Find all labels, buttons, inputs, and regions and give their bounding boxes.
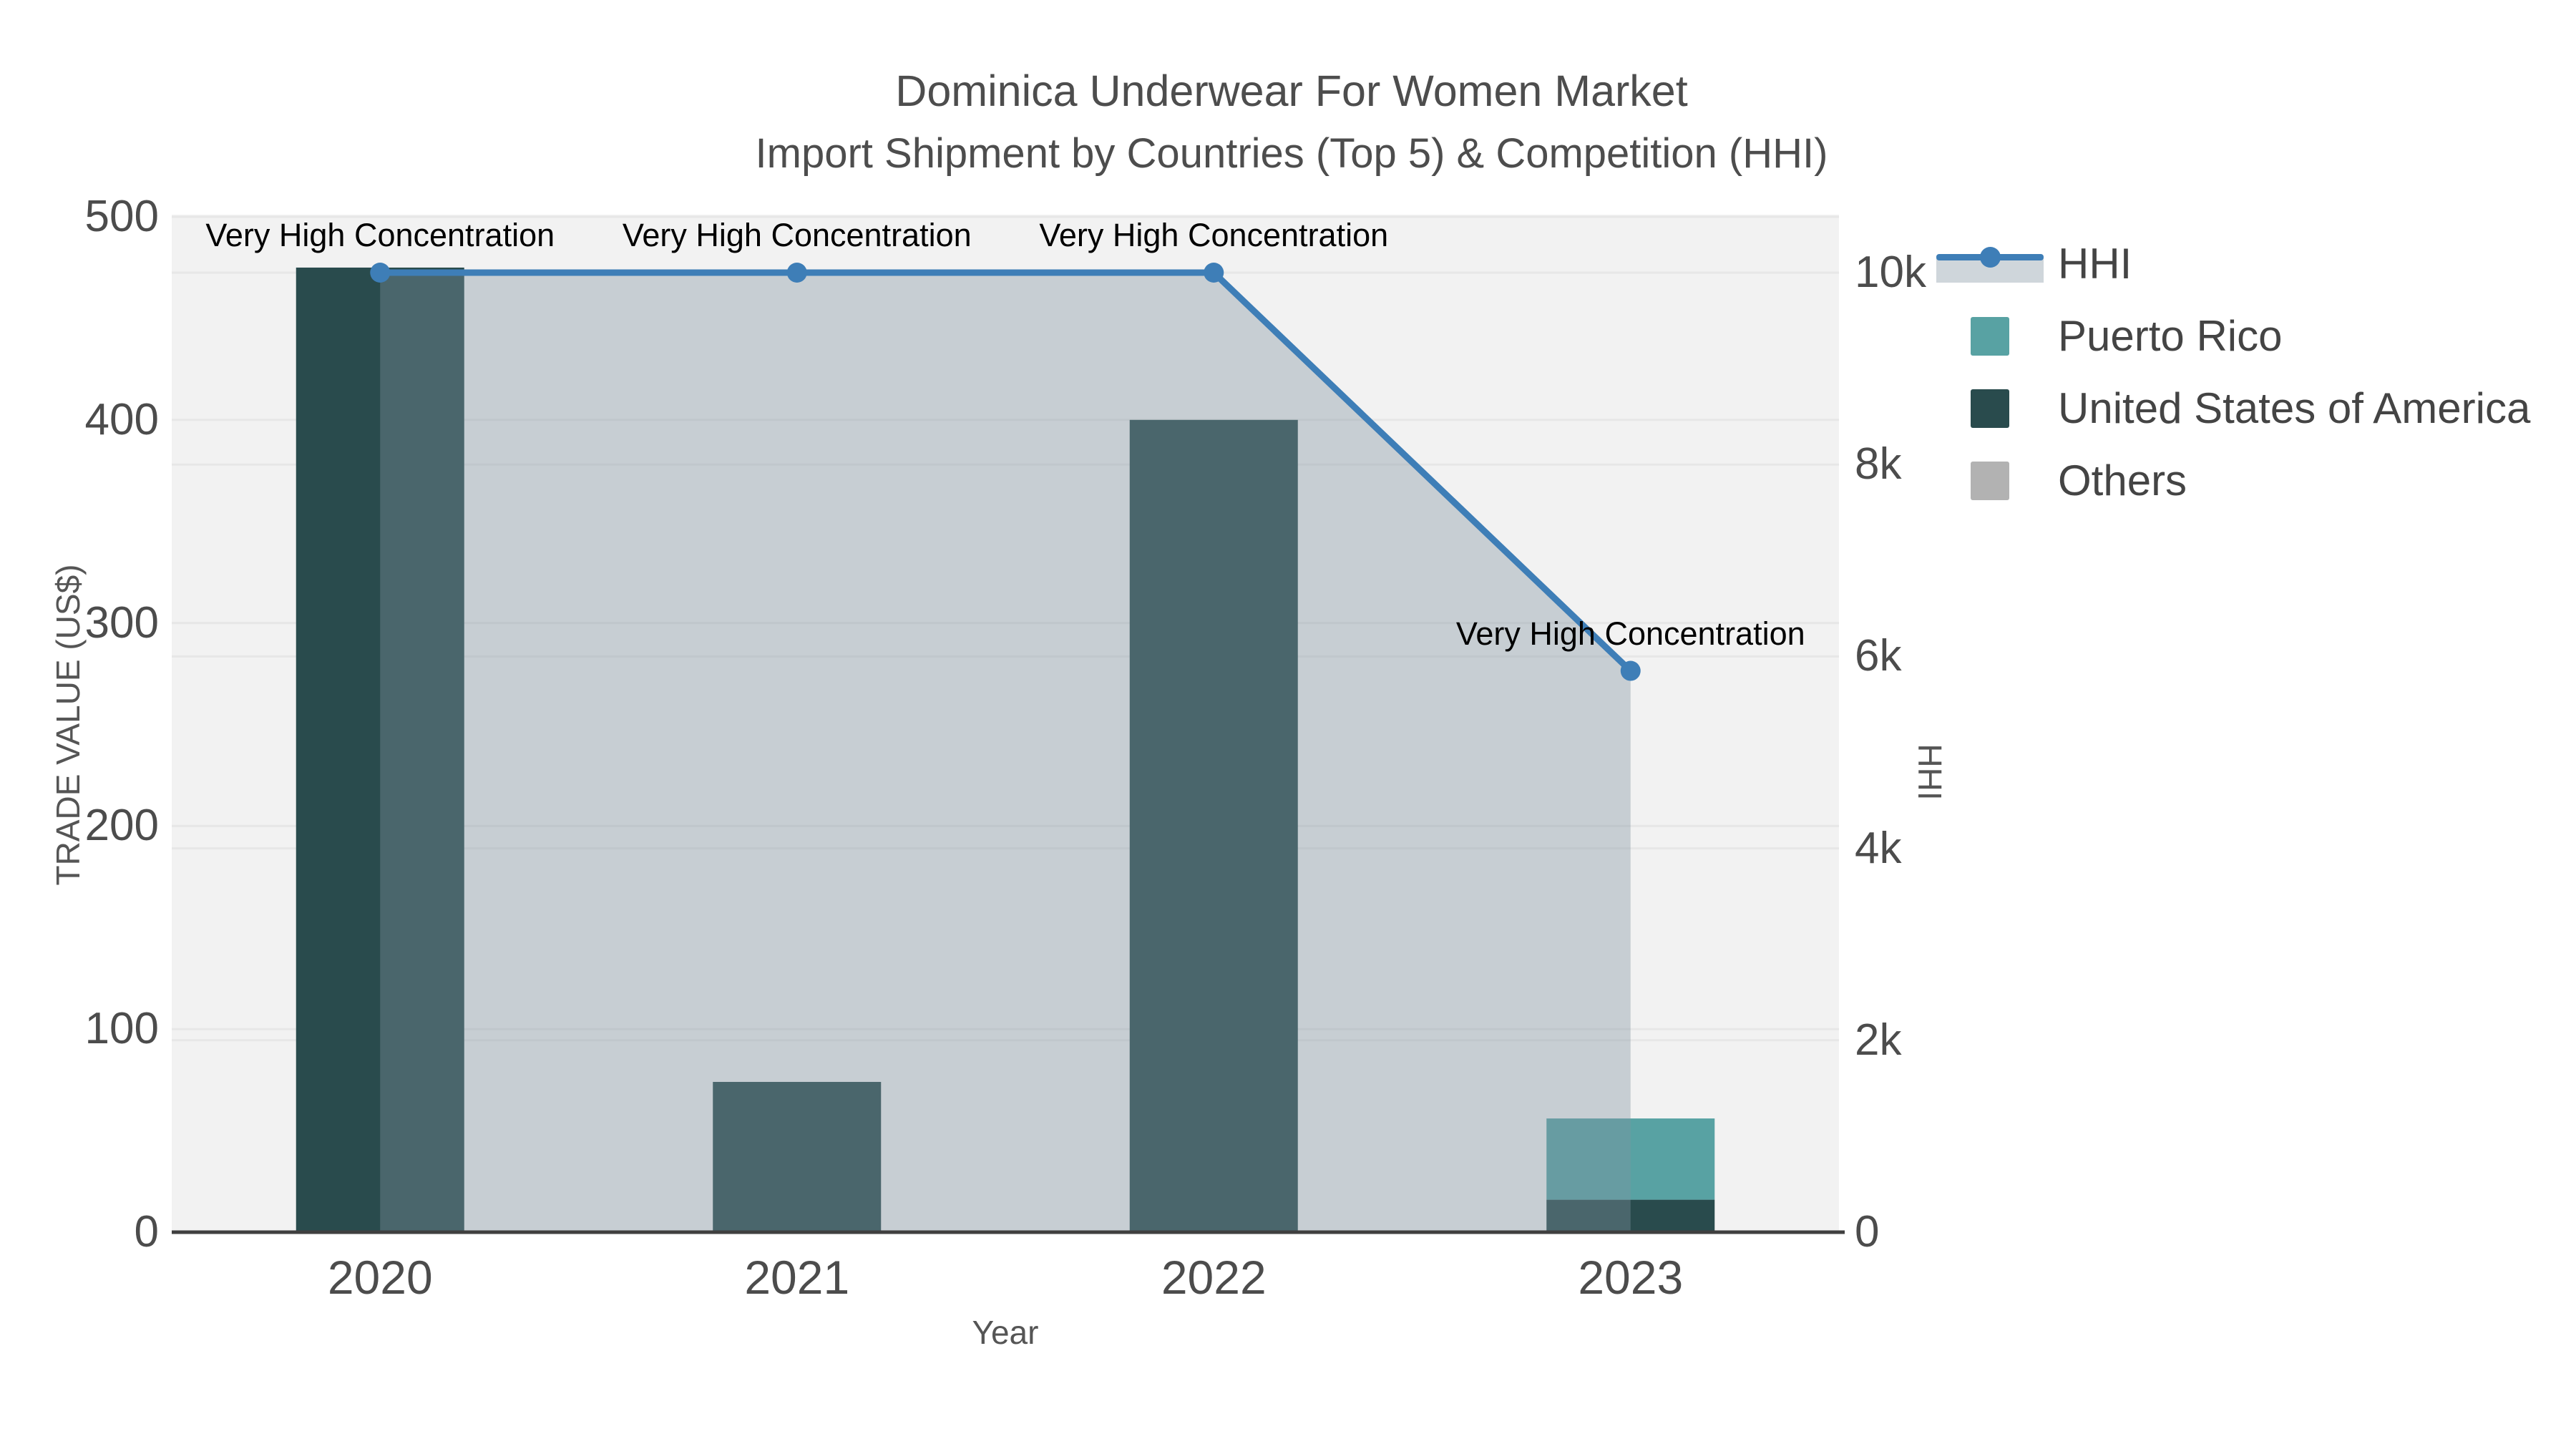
annotation-2022: Very High Concentration	[1039, 217, 1389, 253]
puerto-rico-color-swatch	[1971, 316, 2009, 356]
annotation-2021: Very High Concentration	[622, 217, 972, 253]
hhi-swatch-icon	[1936, 241, 2044, 287]
y-left-tick-300: 300	[84, 597, 159, 648]
hhi-marker-2023[interactable]	[1620, 660, 1641, 681]
y-left-axis-title: TRADE VALUE (US$)	[49, 564, 87, 886]
united-states-of-america-color-swatch	[1971, 389, 2009, 428]
x-tick-2021: 2021	[744, 1251, 850, 1304]
annotation-2020: Very High Concentration	[205, 217, 555, 253]
hhi-area-fill	[380, 273, 1631, 1232]
bar-united-states-of-america-2022[interactable]	[1129, 419, 1298, 1232]
x-tick-2022: 2022	[1161, 1251, 1267, 1304]
y-right-tick-8k: 8k	[1855, 439, 1902, 489]
legend-item-hhi[interactable]: HHI	[1936, 228, 2530, 300]
bar-puerto-rico-2023[interactable]	[1546, 1118, 1715, 1200]
legend-label-others: Others	[2058, 457, 2187, 504]
y-left-tick-400: 400	[84, 394, 159, 444]
x-tick-2020: 2020	[327, 1251, 433, 1304]
legend-item-united-states-of-america[interactable]: United States of America	[1936, 372, 2530, 444]
puerto-rico-swatch-icon	[1936, 313, 2044, 359]
bar-united-states-of-america-2023[interactable]	[1546, 1199, 1715, 1232]
y-right-tick-2k: 2k	[1855, 1015, 1902, 1065]
others-color-swatch	[1971, 461, 2009, 500]
y-right-tick-4k: 4k	[1855, 823, 1902, 873]
legend: HHI Puerto Rico United States of America Ot…	[1936, 228, 2530, 517]
y-right-tick-0: 0	[1855, 1207, 1880, 1257]
hhi-marker-2022[interactable]	[1204, 263, 1224, 283]
legend-item-others[interactable]: Others	[1936, 444, 2530, 517]
y-right-tick-10k: 10k	[1855, 248, 1926, 297]
y-left-tick-200: 200	[84, 801, 159, 851]
legend-label-puerto-rico: Puerto Rico	[2058, 312, 2283, 360]
chart-title: Dominica Underwear For Women Market	[895, 67, 1688, 115]
legend-label-united-states-of-america: United States of America	[2058, 384, 2531, 432]
others-swatch-icon	[1936, 458, 2044, 504]
bar-united-states-of-america-2020[interactable]	[296, 267, 464, 1233]
y-right-tick-6k: 6k	[1855, 631, 1902, 681]
hhi-marker-2021[interactable]	[786, 263, 807, 283]
x-axis-title: Year	[972, 1314, 1039, 1351]
hhi-line-swatch	[1980, 246, 2001, 268]
bar-united-states-of-america-2021[interactable]	[713, 1081, 882, 1232]
legend-item-puerto-rico[interactable]: Puerto Rico	[1936, 300, 2530, 372]
y-left-tick-100: 100	[84, 1004, 159, 1054]
hhi-line	[376, 269, 1634, 675]
annotation-2023: Very High Concentration	[1455, 615, 1805, 652]
y-left-tick-500: 500	[84, 192, 159, 241]
united-states-of-america-swatch-icon	[1936, 386, 2044, 431]
hhi-marker-2020[interactable]	[370, 263, 391, 283]
y-right-axis-title: HHI	[1911, 743, 1948, 801]
y-left-tick-0: 0	[134, 1207, 159, 1257]
x-tick-2023: 2023	[1578, 1251, 1684, 1304]
chart-subtitle: Import Shipment by Countries (Top 5) & C…	[755, 130, 1828, 177]
legend-label-hhi: HHI	[2058, 240, 2132, 288]
